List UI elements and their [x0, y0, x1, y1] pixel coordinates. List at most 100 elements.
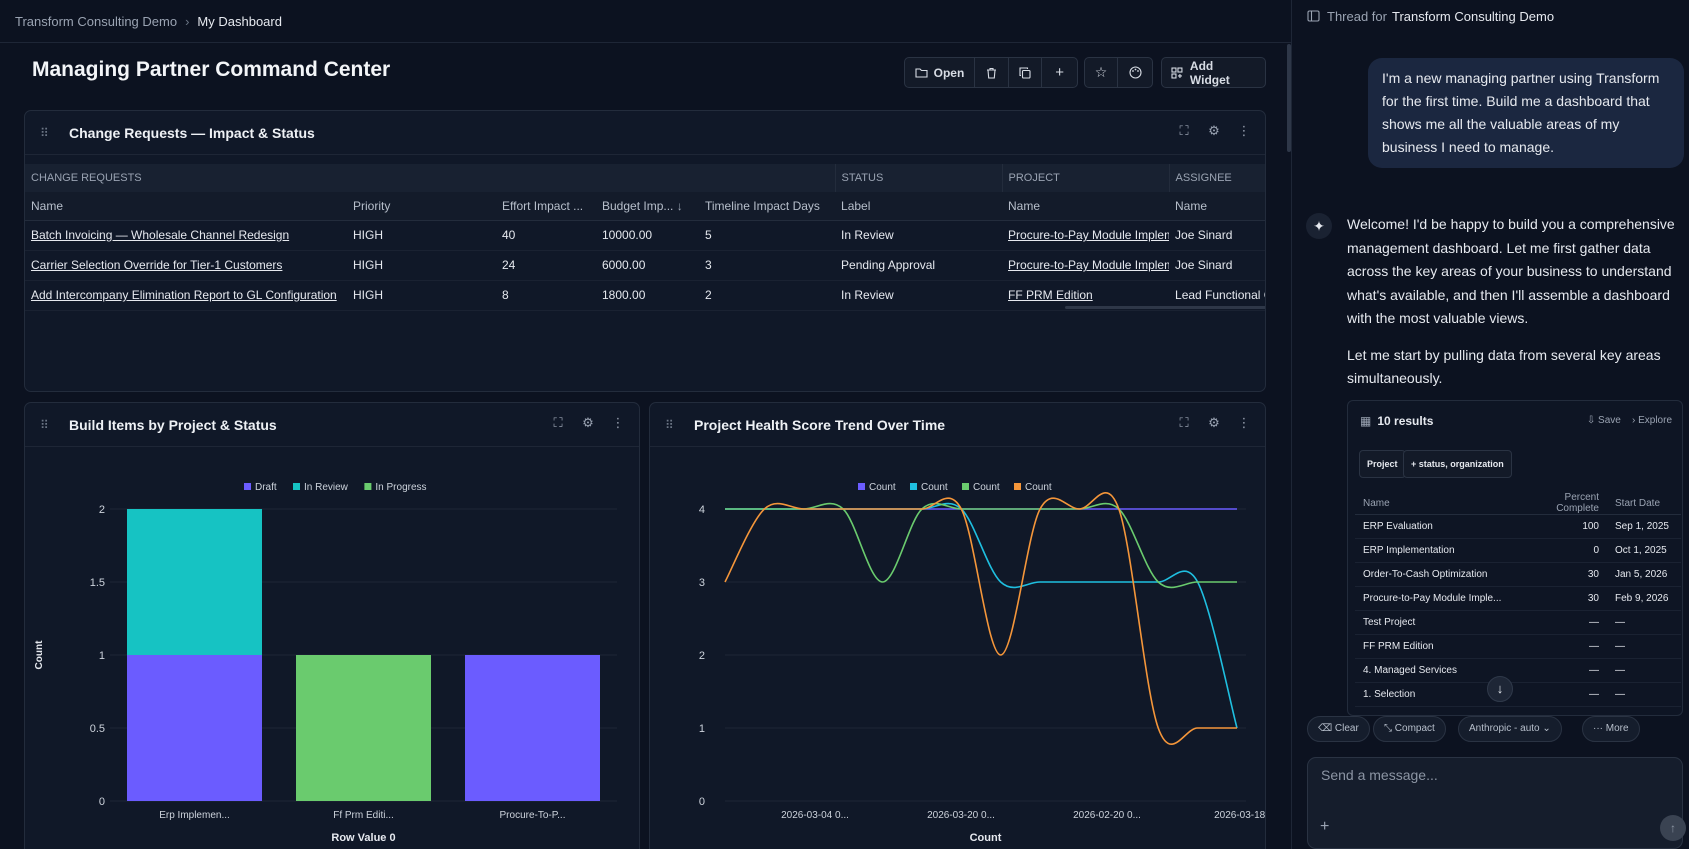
more-vertical-icon[interactable]: ⋮	[1237, 123, 1251, 138]
column-header[interactable]: Percent Complete	[1513, 492, 1607, 515]
expand-icon[interactable]: ⛶	[1179, 123, 1189, 138]
widget-title: Build Items by Project & Status	[69, 417, 277, 433]
dashboard-pane: Transform Consulting Demo › My Dashboard…	[0, 0, 1292, 849]
compress-icon: ⤡	[1384, 723, 1392, 734]
column-header[interactable]: Name	[1169, 192, 1265, 221]
x-tick-label: 2026-02-20 0...	[1073, 810, 1141, 821]
table-cell: HIGH	[347, 250, 496, 281]
scroll-down-button[interactable]: ↓	[1487, 676, 1513, 702]
column-header[interactable]: Priority	[347, 192, 496, 221]
column-header[interactable]: Start Date	[1607, 492, 1681, 515]
delete-button[interactable]	[975, 58, 1009, 87]
table-cell: 100	[1513, 514, 1607, 539]
column-header[interactable]: Label	[835, 192, 1003, 221]
explore-link[interactable]: Explore	[1638, 415, 1672, 426]
drag-handle-icon[interactable]: ⠿	[40, 126, 49, 140]
thread-workspace: Transform Consulting Demo	[1391, 8, 1555, 24]
table-row[interactable]: Test Project — —	[1355, 610, 1681, 635]
horizontal-scrollbar[interactable]	[1065, 306, 1265, 309]
series-line	[725, 502, 1237, 589]
model-select[interactable]: Anthropic - auto ⌄	[1458, 716, 1562, 742]
theme-button[interactable]	[1118, 58, 1152, 87]
column-header[interactable]: Effort Impact ...	[496, 192, 596, 221]
table-cell: 24	[496, 250, 596, 281]
table-row[interactable]: Add Intercompany Elimination Report to G…	[25, 280, 1265, 311]
legend-swatch	[1014, 483, 1021, 490]
project-link[interactable]: Procure-to-Pay Module Implem	[1008, 228, 1170, 242]
sort-desc-icon: ↓	[676, 198, 683, 213]
filter-chip[interactable]: + status, organization	[1403, 450, 1512, 478]
table-row[interactable]: Batch Invoicing — Wholesale Channel Rede…	[25, 220, 1265, 251]
compact-button[interactable]: ⤡ Compact	[1373, 716, 1446, 742]
widget-add-icon	[1171, 66, 1183, 79]
change-request-link[interactable]: Add Intercompany Elimination Report to G…	[31, 288, 337, 302]
table-row[interactable]: 4. Managed Services — —	[1355, 658, 1681, 683]
column-header[interactable]: Name	[25, 192, 347, 221]
table-row[interactable]: Carrier Selection Override for Tier-1 Cu…	[25, 250, 1265, 281]
table-row[interactable]: FF PRM Edition — —	[1355, 634, 1681, 659]
expand-icon[interactable]: ⛶	[553, 415, 563, 430]
vertical-scrollbar[interactable]	[1287, 44, 1291, 152]
add-button[interactable]: +	[1042, 58, 1077, 87]
gear-icon[interactable]: ⚙	[1208, 415, 1220, 430]
open-button[interactable]: Open	[905, 58, 975, 87]
add-widget-button[interactable]: Add Widget	[1162, 58, 1265, 87]
model-label: Anthropic - auto	[1469, 723, 1540, 734]
table-cell: ERP Evaluation	[1355, 514, 1513, 539]
plus-icon: +	[1055, 64, 1065, 81]
results-header: ▦ 10 results	[1360, 414, 1433, 428]
results-actions: ⇩ Save › Explore	[1587, 415, 1672, 426]
table-cell: Order-To-Cash Optimization	[1355, 562, 1513, 587]
column-header-sorted[interactable]: Budget Imp... ↓	[596, 192, 699, 221]
table-cell: 0	[1513, 538, 1607, 563]
column-header[interactable]: Name	[1355, 492, 1513, 515]
project-link[interactable]: FF PRM Edition	[1008, 288, 1093, 302]
expand-icon[interactable]: ⛶	[1179, 415, 1189, 430]
send-arrow-icon[interactable]: ↑	[1660, 815, 1686, 841]
duplicate-button[interactable]	[1009, 58, 1043, 87]
breadcrumb-root[interactable]: Transform Consulting Demo	[15, 13, 178, 29]
x-axis-label: Count	[970, 832, 1002, 844]
table-cell: —	[1607, 634, 1681, 659]
project-link[interactable]: Procure-to-Pay Module Implem	[1008, 258, 1170, 272]
save-link[interactable]: Save	[1598, 415, 1621, 426]
drag-handle-icon[interactable]: ⠿	[40, 418, 49, 432]
gear-icon[interactable]: ⚙	[582, 415, 594, 430]
legend-label: Count	[973, 482, 1000, 493]
more-vertical-icon[interactable]: ⋮	[1237, 415, 1251, 430]
x-tick-label: Erp Implemen...	[159, 810, 230, 821]
change-request-link[interactable]: Carrier Selection Override for Tier-1 Cu…	[31, 258, 283, 272]
table-row[interactable]: Procure-to-Pay Module Imple... 30 Feb 9, 2…	[1355, 586, 1681, 611]
table-row[interactable]: 1. Selection — —	[1355, 682, 1681, 707]
table-row[interactable]: ERP Evaluation 100 Sep 1, 2025	[1355, 514, 1681, 539]
attach-plus-icon[interactable]: +	[1320, 818, 1330, 835]
change-request-link[interactable]: Batch Invoicing — Wholesale Channel Rede…	[31, 228, 290, 242]
assistant-paragraph: Welcome! I'd be happy to build you a com…	[1347, 216, 1675, 326]
table-cell: 5	[699, 220, 836, 251]
more-vertical-icon[interactable]: ⋮	[611, 415, 625, 430]
drag-handle-icon[interactable]: ⠿	[665, 418, 674, 432]
table-cell: 30	[1513, 586, 1607, 611]
more-button[interactable]: ··· More	[1582, 716, 1640, 742]
arrow-right-icon: ›	[1631, 415, 1636, 426]
table-row[interactable]: Order-To-Cash Optimization 30 Jan 5, 2026	[1355, 562, 1681, 587]
table-cell: —	[1513, 658, 1607, 683]
message-input[interactable]: Send a message... + ↑	[1307, 757, 1686, 849]
table-cell: In Review	[835, 220, 1003, 251]
column-header[interactable]: Timeline Impact Days	[699, 192, 836, 221]
favorite-button[interactable]: ☆	[1085, 58, 1119, 87]
filter-chip[interactable]: Project	[1359, 450, 1406, 478]
assistant-sparkle-icon: ✦	[1306, 213, 1332, 239]
clear-button[interactable]: ⌫ Clear	[1307, 716, 1370, 742]
y-tick-label: 1	[699, 723, 705, 735]
sidebar-panel-icon[interactable]	[1307, 10, 1320, 22]
gear-icon[interactable]: ⚙	[1208, 123, 1220, 138]
column-header[interactable]: Name	[1002, 192, 1170, 221]
trash-icon	[986, 67, 996, 79]
widget-header: ⠿ Build Items by Project & Status ⛶ ⚙ ⋮	[25, 403, 639, 447]
table-cell: HIGH	[347, 280, 496, 311]
palette-icon	[1128, 66, 1142, 79]
table-row[interactable]: ERP Implementation 0 Oct 1, 2025	[1355, 538, 1681, 563]
x-tick-label: Procure-To-P...	[500, 810, 566, 821]
widget-header: ⠿ Project Health Score Trend Over Time ⛶…	[650, 403, 1265, 447]
